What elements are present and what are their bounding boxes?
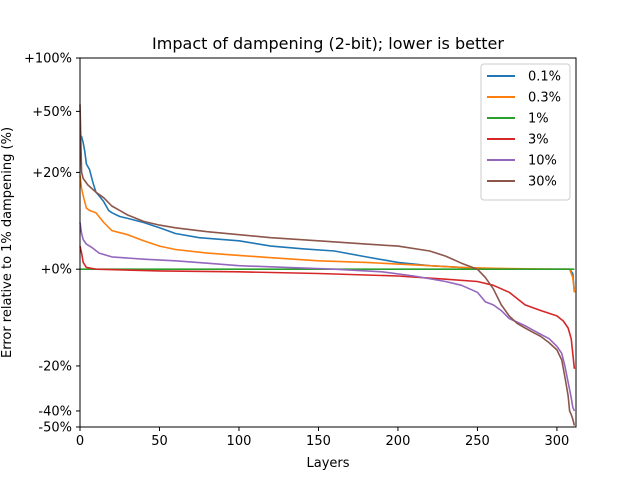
x-tick-label: 300 (545, 434, 570, 449)
legend: 0.1% 0.3% 1% 3% 10% 30% (480, 63, 571, 201)
plot-frame (79, 57, 577, 428)
legend-label: 10% (528, 154, 557, 169)
x-tick-label: 0 (76, 434, 84, 449)
y-tick-label: -20% (38, 359, 72, 374)
chart-title: Impact of dampening (2-bit); lower is be… (152, 34, 504, 53)
x-tick-label: 100 (227, 434, 252, 449)
y-tick-label: +0% (40, 263, 72, 278)
legend-label: 30% (528, 175, 557, 190)
legend-label: 0.1% (528, 70, 561, 85)
x-tick-label: 150 (306, 434, 331, 449)
y-tick-label: +50% (32, 105, 72, 120)
series-line-30% (79, 104, 576, 426)
legend-label: 3% (528, 133, 549, 148)
y-tick-label: +100% (24, 52, 72, 67)
y-tick-label: +20% (32, 166, 72, 181)
x-axis-label: Layers (306, 456, 349, 471)
series-layer (79, 104, 576, 426)
y-tick-label: -40% (38, 404, 72, 419)
y-axis-label: Error relative to 1% dampening (%) (0, 127, 15, 358)
series-line-3% (79, 245, 576, 369)
x-tick-label: 200 (386, 434, 411, 449)
y-tick-label: -50% (38, 421, 72, 436)
legend-label: 1% (528, 112, 549, 127)
x-axis: 0 50 100 150 200 250 300 (76, 427, 569, 449)
series-line-10% (79, 222, 576, 412)
x-tick-label: 50 (151, 434, 168, 449)
x-tick-label: 250 (465, 434, 490, 449)
legend-label: 0.3% (528, 91, 561, 106)
y-axis: -50% -40% -20% +0% +20% +50% +100% (24, 52, 80, 436)
